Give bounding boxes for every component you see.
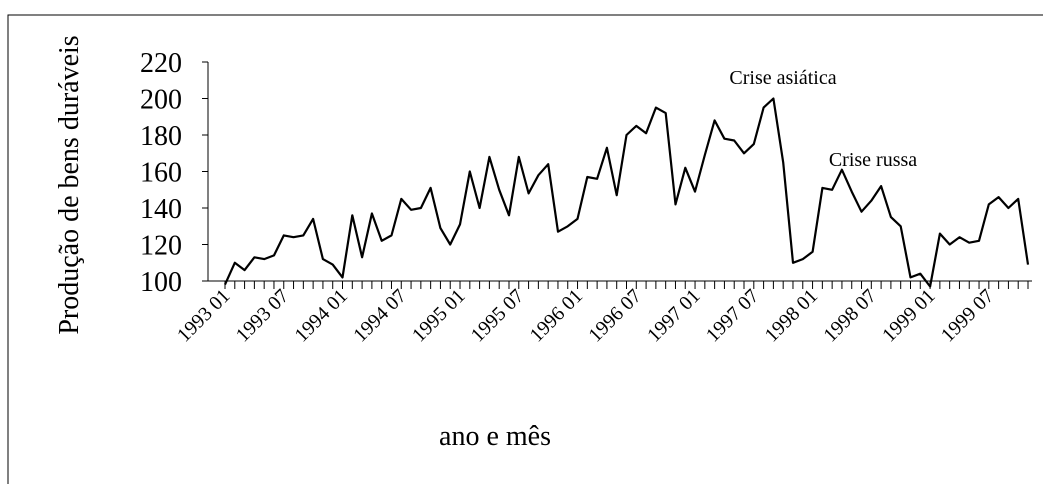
x-tick-label: 1996 07 bbox=[584, 285, 646, 347]
annotation: Crise asiática bbox=[729, 67, 836, 89]
x-tick-label: 1995 01 bbox=[408, 285, 470, 347]
y-axis-title: Produção de bens duráveis bbox=[54, 35, 85, 334]
x-tick-label: 1994 07 bbox=[349, 285, 411, 347]
y-tick-label: 100 bbox=[140, 267, 182, 298]
x-tick-label: 1997 07 bbox=[702, 285, 764, 347]
y-tick-label: 200 bbox=[140, 85, 182, 116]
annotation: Crise russa bbox=[829, 149, 917, 171]
x-tick-label: 1999 07 bbox=[937, 285, 999, 347]
x-tick-label: 1993 01 bbox=[173, 285, 235, 347]
y-tick-label: 160 bbox=[140, 158, 182, 189]
frame bbox=[7, 14, 1043, 484]
y-tick-label: 120 bbox=[140, 231, 182, 262]
y-tick-label: 140 bbox=[140, 194, 182, 225]
line-series bbox=[223, 97, 1030, 288]
x-axis-title: ano e mês bbox=[439, 421, 551, 452]
x-tick-label: 1998 07 bbox=[819, 285, 881, 347]
y-tick-label: 220 bbox=[140, 48, 182, 79]
x-tick-label: 1994 01 bbox=[291, 285, 353, 347]
x-tick-label: 1995 07 bbox=[467, 285, 529, 347]
x-tick-label: 1999 01 bbox=[878, 285, 940, 347]
x-tick-label: 1997 01 bbox=[643, 285, 705, 347]
x-tick-label: 1998 01 bbox=[761, 285, 823, 347]
y-tick-label: 180 bbox=[140, 121, 182, 152]
x-tick-label: 1993 07 bbox=[232, 285, 294, 347]
x-tick-label: 1996 01 bbox=[526, 285, 588, 347]
